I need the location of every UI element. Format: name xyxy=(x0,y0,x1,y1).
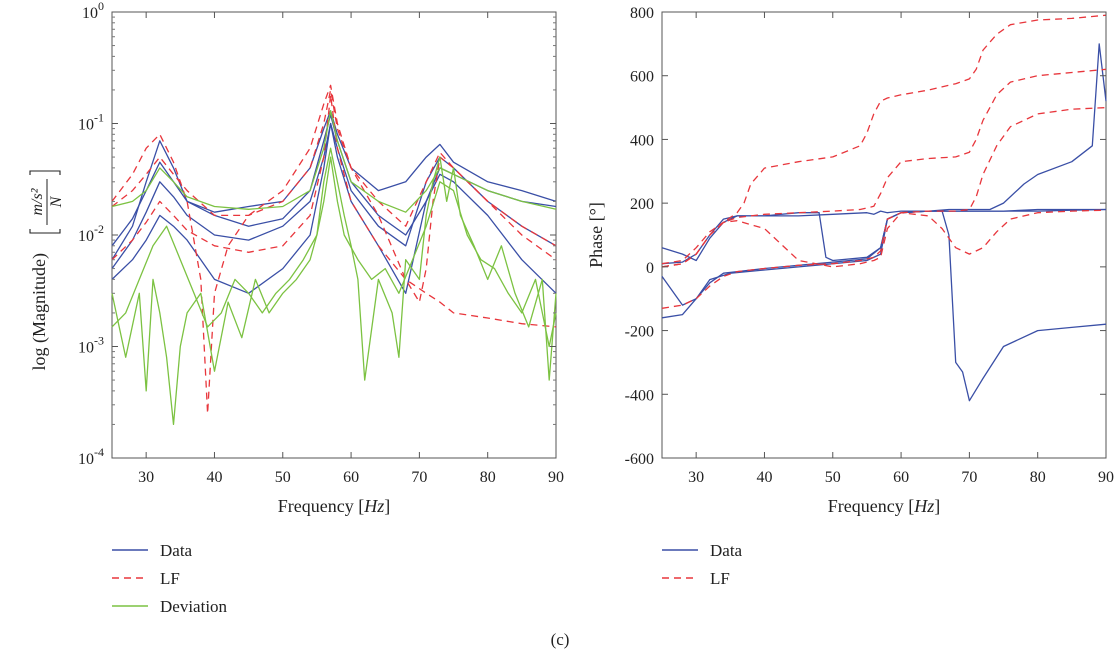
magnitude-x-tick-label: 90 xyxy=(548,469,564,486)
unit-numerator: m/s² xyxy=(29,187,46,215)
phase-x-tick-label: 30 xyxy=(688,469,704,486)
phase-y-tick-label: 800 xyxy=(630,5,654,22)
unit-bracket-right xyxy=(29,170,61,175)
phase-legend: Data LF xyxy=(662,541,743,588)
phase-x-tick-label: 50 xyxy=(825,469,841,486)
magnitude-legend: Data LF Deviation xyxy=(112,541,228,616)
phase-y-tick-label: -600 xyxy=(625,451,654,468)
magnitude-y-tick-label: 10-3 xyxy=(78,334,104,357)
phase-data-line-2 xyxy=(661,43,1107,265)
phase-x-tick-label: 80 xyxy=(1030,469,1046,486)
magnitude-y-tick-label: 100 xyxy=(82,0,104,22)
phase-y-ticks: 800 600 400 200 0 -200 -400 -600 xyxy=(625,5,1106,468)
magnitude-x-tick-label: 80 xyxy=(480,469,496,486)
magnitude-deviation-line-3 xyxy=(111,156,557,348)
phase-legend-label-data: Data xyxy=(710,541,743,560)
phase-lf-line-4 xyxy=(661,209,1107,309)
magnitude-x-tick-label: 50 xyxy=(275,469,291,486)
magnitude-x-axis-label: Frequency [Hz] xyxy=(278,496,390,516)
phase-y-tick-label: 600 xyxy=(630,69,654,86)
magnitude-data-line-3 xyxy=(111,122,557,294)
figure-caption: (c) xyxy=(551,630,570,649)
magnitude-y-label-prefix: log (Magnitude) xyxy=(29,253,50,370)
phase-x-ticks: 30 40 50 60 70 80 90 xyxy=(688,12,1114,486)
phase-legend-label-lf: LF xyxy=(710,569,730,588)
magnitude-data-line-1 xyxy=(111,110,557,261)
phase-x-tick-label: 60 xyxy=(893,469,909,486)
phase-x-tick-label: 90 xyxy=(1098,469,1114,486)
magnitude-x-tick-label: 40 xyxy=(206,469,222,486)
magnitude-legend-label-lf: LF xyxy=(160,569,180,588)
phase-x-tick-label: 70 xyxy=(961,469,977,486)
magnitude-y-ticks: 100 10-1 10-2 10-3 10-4 xyxy=(78,0,556,468)
magnitude-lf-line-1 xyxy=(111,84,557,415)
magnitude-deviation-line-2 xyxy=(111,110,557,213)
magnitude-y-tick-label: 10-1 xyxy=(78,111,104,134)
phase-plot-frame xyxy=(661,11,1107,459)
magnitude-lf-line-2 xyxy=(111,89,557,247)
magnitude-legend-label-deviation: Deviation xyxy=(160,597,228,616)
phase-y-tick-label: 400 xyxy=(630,132,654,149)
phase-x-tick-label: 40 xyxy=(756,469,772,486)
unit-denominator: N xyxy=(48,195,65,208)
phase-x-axis-label: Frequency [Hz] xyxy=(828,496,940,516)
magnitude-x-tick-label: 70 xyxy=(411,469,427,486)
magnitude-x-tick-label: 60 xyxy=(343,469,359,486)
magnitude-series-layer xyxy=(111,84,557,426)
phase-y-tick-label: -400 xyxy=(625,387,654,404)
phase-lf-line-3 xyxy=(661,106,1107,268)
unit-bracket-left xyxy=(29,229,61,234)
magnitude-plot-frame xyxy=(111,11,557,459)
magnitude-legend-label-data: Data xyxy=(160,541,193,560)
phase-series-layer xyxy=(661,14,1107,402)
magnitude-data-line-4 xyxy=(111,122,557,269)
phase-y-tick-label: 200 xyxy=(630,196,654,213)
magnitude-y-tick-label: 10-2 xyxy=(78,222,104,245)
phase-data-line-4 xyxy=(661,208,1107,306)
magnitude-chart: 30 40 50 60 70 80 90 100 10-1 10-2 10-3 10-4 Frequ… xyxy=(29,0,564,516)
phase-lf-line-1 xyxy=(661,14,1107,268)
magnitude-deviation-line-1 xyxy=(111,147,557,426)
phase-data-line-3 xyxy=(661,210,1107,402)
magnitude-x-ticks: 30 40 50 60 70 80 90 xyxy=(138,12,564,486)
magnitude-y-tick-label: 10-4 xyxy=(78,445,104,468)
phase-y-tick-label: 0 xyxy=(646,260,654,277)
phase-y-axis-label: Phase [°] xyxy=(586,202,606,268)
phase-chart: 30 40 50 60 70 80 90 800 600 400 200 0 -200 -400 -600… xyxy=(586,5,1114,516)
magnitude-y-axis-label: log (Magnitude) m/s² N xyxy=(29,170,65,370)
magnitude-x-tick-label: 30 xyxy=(138,469,154,486)
phase-y-tick-label: -200 xyxy=(625,324,654,341)
